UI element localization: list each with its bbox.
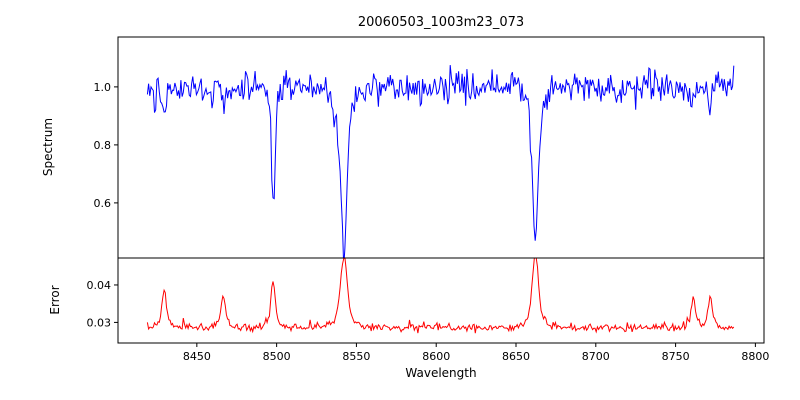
error-line bbox=[146, 258, 735, 334]
x-tick-label: 8650 bbox=[502, 350, 530, 363]
error-axes-frame bbox=[117, 257, 765, 344]
x-axis-label: Wavelength bbox=[405, 366, 477, 380]
x-tick-label: 8550 bbox=[342, 350, 370, 363]
x-tick-label: 8450 bbox=[183, 350, 211, 363]
spectrum-line bbox=[146, 65, 735, 258]
x-tick-label: 8700 bbox=[582, 350, 610, 363]
spectrum-y-tick-label: 1.0 bbox=[94, 81, 112, 94]
x-tick-label: 8600 bbox=[422, 350, 450, 363]
spectrum-y-tick-label: 0.6 bbox=[94, 197, 112, 210]
spectrum-y-tick-label: 0.8 bbox=[94, 139, 112, 152]
x-tick-label: 8750 bbox=[662, 350, 690, 363]
chart-title: 20060503_1003m23_073 bbox=[357, 15, 525, 30]
x-tick-label: 8500 bbox=[263, 350, 291, 363]
error-y-tick-label: 0.04 bbox=[87, 279, 112, 292]
error-y-tick-label: 0.03 bbox=[87, 316, 112, 329]
spectrum-axes-frame bbox=[117, 36, 765, 259]
x-tick-label: 8800 bbox=[741, 350, 769, 363]
